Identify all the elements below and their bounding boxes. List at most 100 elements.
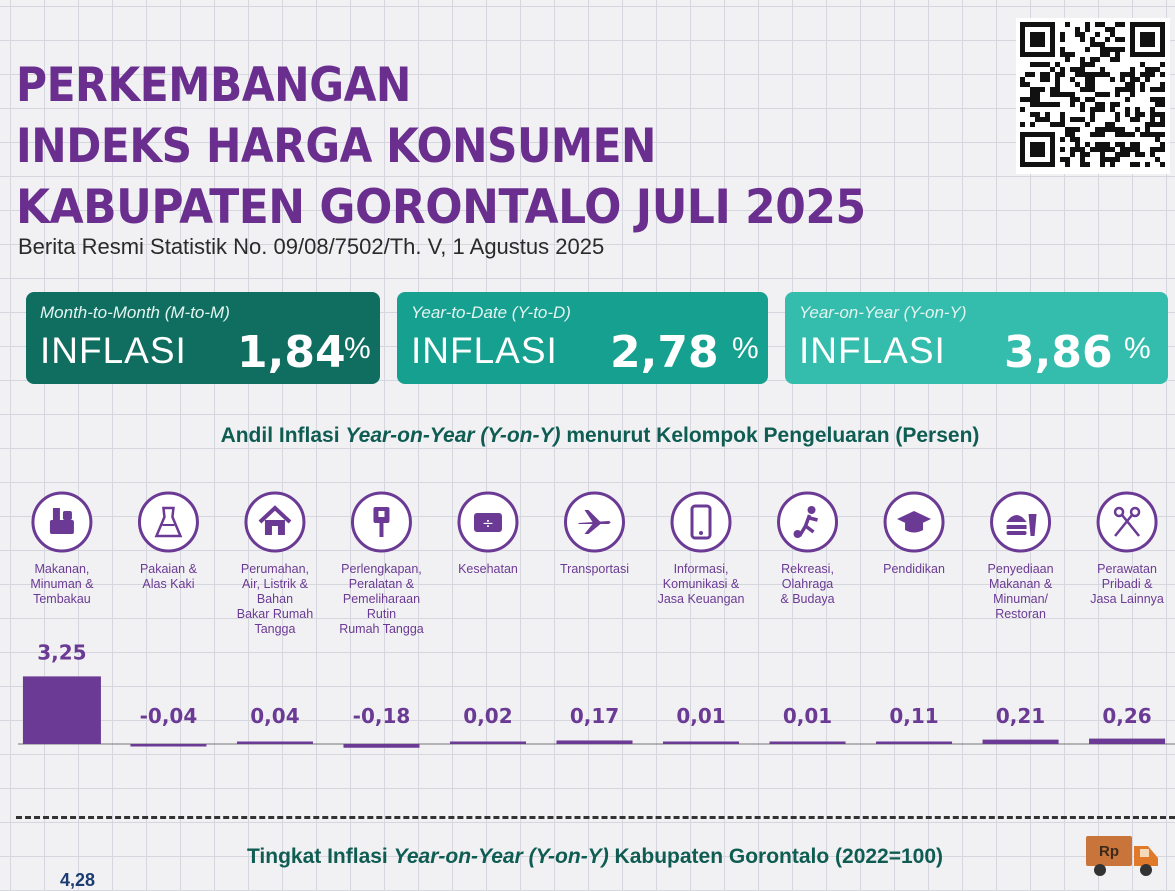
qr-module (1110, 162, 1115, 167)
qr-module (1160, 72, 1165, 77)
bar (663, 741, 740, 744)
category-label: Restoran (995, 607, 1046, 621)
scissors-comb-icon (1113, 506, 1141, 537)
category-label: Bahan (257, 592, 293, 606)
qr-module (1055, 92, 1060, 97)
qr-finder-core (1140, 32, 1155, 47)
qr-module (1030, 122, 1035, 127)
qr-module (1090, 97, 1095, 102)
qr-module (1155, 122, 1160, 127)
qr-module (1070, 67, 1075, 72)
category-label: Perlengkapan, (341, 562, 422, 576)
qr-module (1075, 97, 1080, 102)
truck-icon: Rp (1086, 836, 1158, 876)
qr-module (1120, 87, 1125, 92)
qr-module (1130, 162, 1135, 167)
qr-module (1040, 117, 1045, 122)
qr-module (1115, 152, 1120, 157)
qr-module (1075, 142, 1080, 147)
qr-module (1100, 22, 1105, 27)
qr-module (1100, 127, 1105, 132)
qr-module (1060, 47, 1065, 52)
category-label: Informasi, (674, 562, 729, 576)
qr-module (1115, 22, 1120, 27)
qr-module (1070, 137, 1075, 142)
qr-module (1085, 77, 1090, 82)
qr-module (1095, 107, 1100, 112)
qr-code (1016, 18, 1170, 174)
category-label: Air, Listrik & (242, 577, 309, 591)
qr-module (1070, 117, 1075, 122)
qr-module (1130, 147, 1135, 152)
qr-module (1100, 152, 1105, 157)
qr-module (1065, 92, 1070, 97)
category-label: Transportasi (560, 562, 629, 576)
qr-finder-core (1030, 142, 1045, 157)
qr-module (1020, 122, 1025, 127)
qr-module (1100, 92, 1105, 97)
qr-module (1135, 112, 1140, 117)
qr-module (1140, 82, 1145, 87)
qr-module (1035, 62, 1040, 67)
qr-module (1130, 92, 1135, 97)
qr-module (1135, 77, 1140, 82)
category-label: Minuman & (30, 577, 94, 591)
qr-module (1145, 67, 1150, 72)
category-label: Makanan, (34, 562, 89, 576)
card-unit-ytd: % (732, 332, 759, 365)
qr-module (1125, 97, 1130, 102)
qr-module (1125, 152, 1130, 157)
subtitle: Berita Resmi Statistik No. 09/08/7502/Th… (18, 234, 605, 259)
qr-module (1100, 52, 1105, 57)
chart-title-post: menurut Kelompok Pengeluaran (Persen) (560, 424, 980, 447)
qr-module (1045, 117, 1050, 122)
qr-module (1115, 47, 1120, 52)
qr-module (1115, 157, 1120, 162)
category-icon-ring (137, 491, 199, 553)
qr-module (1085, 72, 1090, 77)
qr-module (1120, 127, 1125, 132)
category-label: Jasa Keuangan (658, 592, 745, 606)
bar (982, 739, 1059, 744)
qr-module (1115, 127, 1120, 132)
qr-module (1110, 57, 1115, 62)
category-label: Penyediaan (988, 562, 1054, 576)
qr-module (1035, 97, 1040, 102)
qr-module (1065, 127, 1070, 132)
qr-module (1120, 132, 1125, 137)
qr-module (1140, 62, 1145, 67)
qr-module (1135, 107, 1140, 112)
bar-value-label: 0,26 (1102, 704, 1151, 728)
qr-module (1155, 137, 1160, 142)
qr-module (1035, 92, 1040, 97)
qr-module (1160, 122, 1165, 127)
qr-module (1025, 97, 1030, 102)
qr-module (1045, 77, 1050, 82)
qr-module (1085, 122, 1090, 127)
qr-module (1110, 32, 1115, 37)
qr-module (1040, 72, 1045, 77)
qr-module (1160, 62, 1165, 67)
qr-module (1080, 107, 1085, 112)
qr-module (1160, 142, 1165, 147)
qr-module (1115, 57, 1120, 62)
qr-module (1020, 82, 1025, 87)
qr-module (1090, 62, 1095, 67)
qr-module (1040, 102, 1045, 107)
qr-module (1085, 162, 1090, 167)
plug-icon (373, 507, 390, 537)
qr-module (1110, 107, 1115, 112)
title-line-2: INDEKS HARGA KONSUMEN (16, 119, 657, 174)
category-label: Alas Kaki (142, 577, 194, 591)
bar-value-label: 0,02 (463, 704, 512, 728)
fast-food-icon (1006, 514, 1037, 536)
food-basket-icon (49, 508, 74, 534)
qr-module (1085, 22, 1090, 27)
qr-module (1100, 162, 1105, 167)
bar (130, 744, 207, 747)
qr-module (1080, 32, 1085, 37)
qr-module (1055, 102, 1060, 107)
qr-module (1060, 32, 1065, 37)
qr-module (1140, 132, 1145, 137)
chart-title-italic: Year-on-Year (Y-on-Y) (345, 424, 561, 447)
